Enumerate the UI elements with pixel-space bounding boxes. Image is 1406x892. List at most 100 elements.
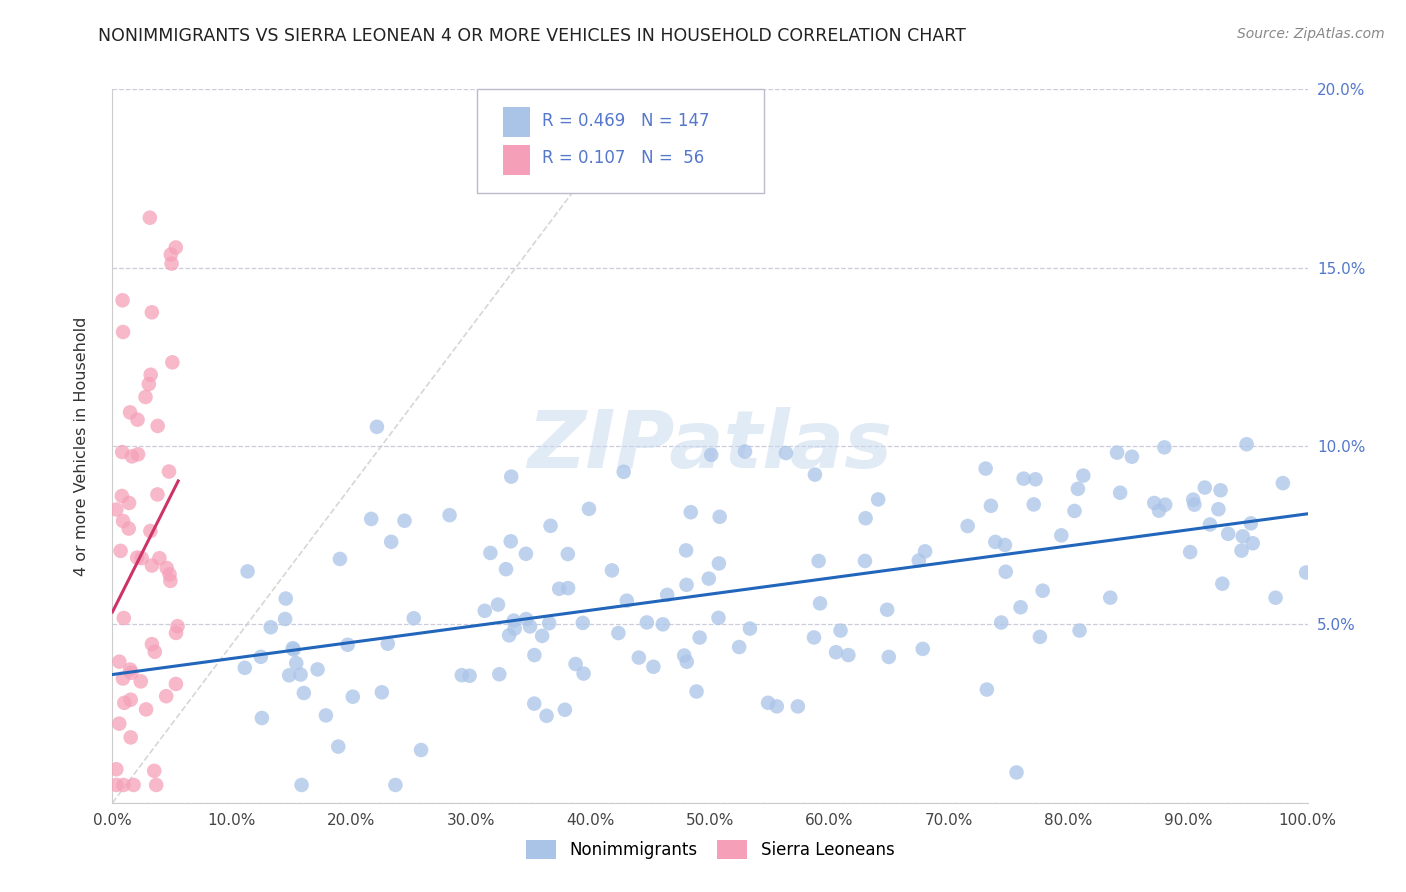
Point bbox=[572, 666, 595, 681]
Point bbox=[607, 626, 630, 640]
Point bbox=[143, 764, 166, 778]
Point bbox=[803, 631, 825, 645]
Y-axis label: 4 or more Vehicles in Household: 4 or more Vehicles in Household bbox=[75, 317, 89, 575]
Point bbox=[728, 640, 751, 654]
Point bbox=[876, 603, 898, 617]
Point bbox=[515, 612, 537, 626]
Point bbox=[118, 405, 141, 419]
Point bbox=[613, 465, 636, 479]
Point bbox=[994, 565, 1017, 579]
Point bbox=[342, 690, 364, 704]
Point bbox=[371, 685, 394, 699]
Point bbox=[250, 711, 273, 725]
Point bbox=[120, 665, 142, 680]
Point bbox=[127, 550, 149, 565]
Point bbox=[285, 656, 308, 670]
Point bbox=[1208, 502, 1230, 516]
Point bbox=[1199, 517, 1222, 532]
Point bbox=[162, 355, 184, 369]
Point bbox=[307, 662, 329, 676]
Point bbox=[1211, 576, 1233, 591]
Bar bbox=[503, 145, 530, 175]
Point bbox=[366, 420, 388, 434]
Point bbox=[1010, 600, 1032, 615]
Point bbox=[855, 511, 877, 525]
Point bbox=[394, 514, 416, 528]
Point bbox=[1182, 492, 1205, 507]
Point bbox=[675, 578, 697, 592]
Point bbox=[536, 708, 558, 723]
Point bbox=[165, 626, 187, 640]
Point bbox=[120, 731, 142, 745]
Text: Source: ZipAtlas.com: Source: ZipAtlas.com bbox=[1237, 27, 1385, 41]
Point bbox=[479, 546, 502, 560]
Point bbox=[278, 668, 301, 682]
Point bbox=[260, 620, 283, 634]
Point bbox=[292, 686, 315, 700]
Point bbox=[274, 612, 297, 626]
Point bbox=[160, 257, 183, 271]
Point bbox=[458, 669, 481, 683]
Point bbox=[616, 593, 638, 607]
Point bbox=[636, 615, 658, 630]
Point bbox=[804, 467, 827, 482]
Point bbox=[111, 489, 134, 503]
Point bbox=[111, 293, 134, 308]
Point bbox=[360, 512, 382, 526]
Point bbox=[450, 668, 472, 682]
Point bbox=[105, 778, 128, 792]
Point bbox=[105, 762, 128, 776]
Point bbox=[120, 692, 142, 706]
Point bbox=[1240, 516, 1263, 531]
Point bbox=[578, 501, 600, 516]
Point bbox=[557, 581, 579, 595]
Point bbox=[122, 778, 145, 792]
Point bbox=[439, 508, 461, 523]
Point bbox=[627, 650, 650, 665]
Point bbox=[384, 778, 406, 792]
Point bbox=[984, 535, 1007, 549]
Point bbox=[956, 519, 979, 533]
FancyBboxPatch shape bbox=[477, 89, 763, 193]
Point bbox=[159, 574, 181, 588]
Point bbox=[328, 739, 350, 754]
Point bbox=[540, 518, 562, 533]
Point bbox=[1218, 526, 1240, 541]
Point bbox=[127, 447, 149, 461]
Point bbox=[738, 622, 761, 636]
Point bbox=[1143, 496, 1166, 510]
Point bbox=[380, 534, 402, 549]
Point bbox=[775, 446, 797, 460]
Point bbox=[108, 655, 131, 669]
Point bbox=[786, 699, 808, 714]
Point bbox=[402, 611, 425, 625]
Point bbox=[281, 641, 304, 656]
Point bbox=[274, 591, 297, 606]
Point bbox=[1194, 481, 1216, 495]
Point bbox=[409, 743, 432, 757]
Point bbox=[499, 534, 522, 549]
Text: R = 0.469   N = 147: R = 0.469 N = 147 bbox=[541, 112, 709, 130]
Point bbox=[837, 648, 859, 662]
Point bbox=[685, 684, 707, 698]
Text: NONIMMIGRANTS VS SIERRA LEONEAN 4 OR MORE VEHICLES IN HOUSEHOLD CORRELATION CHAR: NONIMMIGRANTS VS SIERRA LEONEAN 4 OR MOR… bbox=[98, 27, 966, 45]
Point bbox=[1022, 498, 1045, 512]
Point bbox=[1107, 445, 1129, 459]
Point bbox=[336, 638, 359, 652]
Point bbox=[135, 702, 157, 716]
Point bbox=[141, 558, 163, 573]
Point bbox=[139, 524, 162, 538]
Point bbox=[112, 611, 135, 625]
Point bbox=[233, 661, 256, 675]
Point bbox=[111, 672, 134, 686]
Point bbox=[108, 716, 131, 731]
Point bbox=[121, 450, 143, 464]
Point bbox=[290, 778, 312, 792]
Point bbox=[914, 544, 936, 558]
Point bbox=[1067, 482, 1090, 496]
Point bbox=[1050, 528, 1073, 542]
Point bbox=[980, 499, 1002, 513]
Point bbox=[1154, 498, 1177, 512]
Point bbox=[548, 582, 571, 596]
Point bbox=[166, 619, 188, 633]
